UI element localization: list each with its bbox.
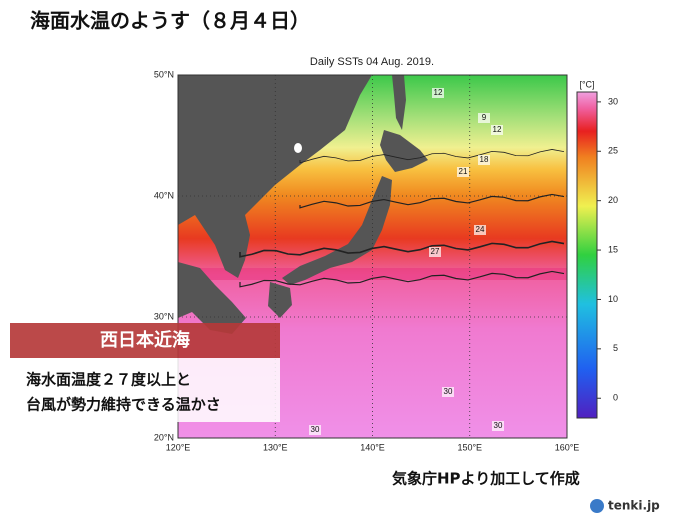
colorbar-tick-label: 30: [608, 96, 618, 106]
contour-label: 30: [311, 425, 320, 434]
colorbar-scale: [576, 91, 598, 419]
x-tick-label: 140°E: [360, 442, 385, 452]
contour-label-bg: [429, 247, 441, 257]
hokkaido: [380, 130, 428, 172]
contour-label-bg: [478, 155, 490, 165]
contour-label-bg: [474, 225, 486, 235]
contour-label: 9: [482, 113, 487, 122]
contour-label: 12: [493, 125, 502, 134]
kyushu: [268, 282, 292, 318]
contour-label-bg: [492, 421, 504, 431]
title: 海面水温のようす（８月４日）: [30, 9, 310, 33]
colorbar-tick-label: 25: [608, 146, 618, 156]
contour-label: 24: [476, 225, 485, 234]
brand-logo: [590, 499, 604, 513]
colorbar-tick-label: 15: [608, 244, 618, 254]
contour-label: 21: [459, 167, 468, 176]
axes: 120°E 130°E 140°E 150°E 160°E 20°N 30°N 40°N 50°…: [154, 69, 579, 452]
contour-label-bg: [457, 167, 469, 177]
china-coast: [178, 262, 246, 334]
x-tick-label: 150°E: [457, 442, 482, 452]
y-tick-label: 30°N: [154, 311, 174, 321]
map-title: Daily SSTs 04 Aug. 2019.: [310, 56, 434, 68]
x-tick-label: 130°E: [263, 442, 288, 452]
contour-line: [299, 193, 565, 209]
contour-line: [299, 149, 565, 164]
contour-line: [239, 270, 565, 288]
source: 気象庁HPより加工して作成: [392, 470, 580, 488]
continent: [178, 75, 372, 278]
colorbar-tick-label: 10: [608, 294, 618, 304]
x-tick-label: 160°E: [555, 442, 580, 452]
colorbar-tick-label: 20: [608, 195, 618, 205]
contour-label-bg: [478, 113, 490, 123]
contour-label-bg: [491, 125, 503, 135]
contour-label-bg: [432, 88, 444, 98]
brand: tenki.jp: [608, 499, 660, 513]
y-tick-label: 20°N: [154, 432, 174, 442]
overlay-line: 台風が勢力維持できる温かさ: [26, 396, 221, 414]
text-panel: [10, 358, 280, 422]
x-tick-label: 120°E: [166, 442, 191, 452]
heading-bar: [10, 323, 280, 358]
y-tick-label: 50°N: [154, 69, 174, 79]
overlay-line: 海水面温度２７度以上と: [26, 371, 191, 389]
lake: [294, 143, 302, 153]
colorbar: [°C] 0 5 10 15 20 25 30: [576, 79, 618, 419]
contour-label-bg: [442, 387, 454, 397]
contour-label: 30: [444, 387, 453, 396]
overlay-heading: 西日本近海: [100, 329, 190, 351]
contour-line: [239, 240, 565, 258]
contour-label: 12: [434, 88, 443, 97]
colorbar-tick-label: 5: [613, 343, 618, 353]
sakhalin: [392, 75, 406, 130]
contour-label: 27: [431, 247, 440, 256]
contour-label: 30: [494, 421, 503, 430]
overlay: 西日本近海 海水面温度２７度以上と 台風が勢力維持できる温かさ: [10, 323, 280, 422]
y-tick-label: 40°N: [154, 190, 174, 200]
contour-label: 18: [480, 155, 489, 164]
colorbar-tick-label: 0: [613, 393, 618, 403]
honshu: [282, 176, 392, 285]
colorbar-unit: [°C]: [579, 79, 594, 89]
contour-label-bg: [309, 425, 321, 435]
